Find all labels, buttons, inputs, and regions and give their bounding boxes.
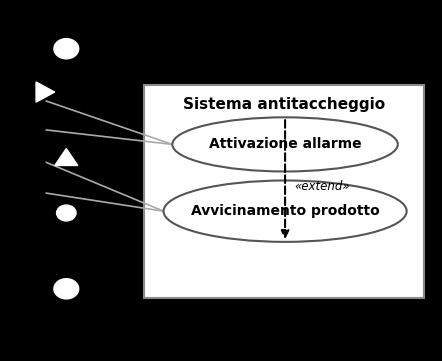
Polygon shape	[36, 82, 55, 102]
Circle shape	[54, 279, 79, 299]
Ellipse shape	[172, 117, 398, 171]
Ellipse shape	[164, 180, 407, 242]
Text: Sistema antitaccheggio: Sistema antitaccheggio	[183, 97, 385, 113]
Text: Avvicinamento prodotto: Avvicinamento prodotto	[191, 204, 380, 218]
Circle shape	[54, 39, 79, 59]
Circle shape	[57, 205, 76, 221]
Polygon shape	[55, 149, 78, 165]
Text: «extend»: «extend»	[294, 180, 350, 193]
Text: Attivazione allarme: Attivazione allarme	[209, 138, 362, 151]
Bar	[144, 85, 424, 298]
